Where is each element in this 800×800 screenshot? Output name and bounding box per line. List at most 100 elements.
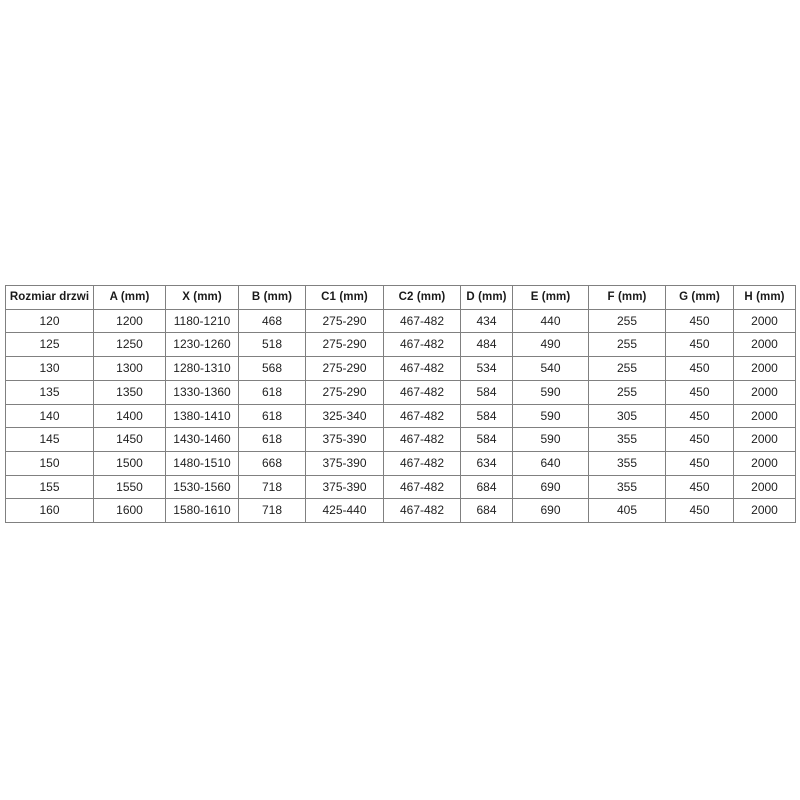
cell-a: 1450 xyxy=(93,427,166,452)
cell-d: 584 xyxy=(460,403,513,429)
table-header: Rozmiar drzwi A (mm) X (mm) B (mm) C1 (m… xyxy=(5,285,796,310)
cell-size: 125 xyxy=(5,332,94,358)
cell-x: 1580-1610 xyxy=(165,498,239,524)
cell-x: 1480-1510 xyxy=(165,450,239,476)
table-row: 150 1500 1480-1510 668 375-390 467-482 6… xyxy=(5,450,796,476)
table-row: 135 1350 1330-1360 618 275-290 467-482 5… xyxy=(5,379,796,405)
cell-h: 2000 xyxy=(733,450,796,476)
cell-f: 255 xyxy=(588,332,666,358)
cell-c1: 325-340 xyxy=(305,403,384,429)
cell-c2: 467-482 xyxy=(383,308,461,334)
cell-b: 718 xyxy=(238,474,306,500)
cell-d: 534 xyxy=(460,356,513,381)
cell-size: 145 xyxy=(5,427,94,452)
cell-h: 2000 xyxy=(733,356,796,381)
cell-a: 1250 xyxy=(93,332,166,358)
cell-a: 1500 xyxy=(93,450,166,476)
cell-b: 618 xyxy=(238,403,306,429)
cell-c1: 375-390 xyxy=(305,450,384,476)
column-header-f: F (mm) xyxy=(588,285,666,310)
cell-size: 135 xyxy=(5,379,94,405)
cell-c1: 275-290 xyxy=(305,379,384,405)
cell-c1: 375-390 xyxy=(305,427,384,452)
cell-e: 440 xyxy=(512,308,589,334)
cell-e: 590 xyxy=(512,403,589,429)
cell-c2: 467-482 xyxy=(383,498,461,524)
cell-f: 355 xyxy=(588,474,666,500)
cell-x: 1280-1310 xyxy=(165,356,239,381)
cell-x: 1230-1260 xyxy=(165,332,239,358)
cell-size: 160 xyxy=(5,498,94,524)
cell-d: 434 xyxy=(460,308,513,334)
cell-h: 2000 xyxy=(733,427,796,452)
cell-c2: 467-482 xyxy=(383,403,461,429)
cell-g: 450 xyxy=(665,474,734,500)
cell-x: 1180-1210 xyxy=(165,308,239,334)
table-row: 155 1550 1530-1560 718 375-390 467-482 6… xyxy=(5,474,796,500)
cell-c1: 275-290 xyxy=(305,332,384,358)
cell-a: 1350 xyxy=(93,379,166,405)
column-header-a: A (mm) xyxy=(93,285,166,310)
cell-a: 1550 xyxy=(93,474,166,500)
column-header-c1: C1 (mm) xyxy=(305,285,384,310)
cell-f: 355 xyxy=(588,450,666,476)
cell-g: 450 xyxy=(665,427,734,452)
table-row: 160 1600 1580-1610 718 425-440 467-482 6… xyxy=(5,498,796,524)
column-header-e: E (mm) xyxy=(512,285,589,310)
cell-d: 484 xyxy=(460,332,513,358)
column-header-rozmiar-drzwi: Rozmiar drzwi xyxy=(5,285,94,310)
column-header-x: X (mm) xyxy=(165,285,239,310)
cell-e: 690 xyxy=(512,498,589,524)
cell-c1: 275-290 xyxy=(305,356,384,381)
specification-table-container: Rozmiar drzwi A (mm) X (mm) B (mm) C1 (m… xyxy=(5,285,796,524)
cell-x: 1430-1460 xyxy=(165,427,239,452)
cell-c1: 375-390 xyxy=(305,474,384,500)
column-header-c2: C2 (mm) xyxy=(383,285,461,310)
cell-c2: 467-482 xyxy=(383,427,461,452)
cell-g: 450 xyxy=(665,308,734,334)
cell-size: 130 xyxy=(5,356,94,381)
cell-h: 2000 xyxy=(733,474,796,500)
cell-f: 305 xyxy=(588,403,666,429)
cell-g: 450 xyxy=(665,379,734,405)
cell-d: 684 xyxy=(460,474,513,500)
cell-f: 255 xyxy=(588,308,666,334)
column-header-g: G (mm) xyxy=(665,285,734,310)
cell-e: 640 xyxy=(512,450,589,476)
cell-h: 2000 xyxy=(733,403,796,429)
cell-c2: 467-482 xyxy=(383,356,461,381)
cell-e: 490 xyxy=(512,332,589,358)
cell-b: 618 xyxy=(238,379,306,405)
cell-size: 155 xyxy=(5,474,94,500)
cell-c1: 425-440 xyxy=(305,498,384,524)
cell-x: 1330-1360 xyxy=(165,379,239,405)
cell-size: 150 xyxy=(5,450,94,476)
cell-h: 2000 xyxy=(733,379,796,405)
cell-f: 255 xyxy=(588,379,666,405)
cell-d: 634 xyxy=(460,450,513,476)
cell-e: 590 xyxy=(512,427,589,452)
cell-e: 590 xyxy=(512,379,589,405)
door-size-specification-table: Rozmiar drzwi A (mm) X (mm) B (mm) C1 (m… xyxy=(5,285,796,524)
cell-g: 450 xyxy=(665,450,734,476)
table-row: 140 1400 1380-1410 618 325-340 467-482 5… xyxy=(5,403,796,429)
table-body: 120 1200 1180-1210 468 275-290 467-482 4… xyxy=(5,308,796,524)
cell-b: 468 xyxy=(238,308,306,334)
cell-b: 668 xyxy=(238,450,306,476)
cell-g: 450 xyxy=(665,403,734,429)
cell-b: 568 xyxy=(238,356,306,381)
cell-f: 405 xyxy=(588,498,666,524)
cell-b: 518 xyxy=(238,332,306,358)
cell-g: 450 xyxy=(665,332,734,358)
cell-b: 618 xyxy=(238,427,306,452)
cell-d: 584 xyxy=(460,427,513,452)
cell-e: 540 xyxy=(512,356,589,381)
table-header-row: Rozmiar drzwi A (mm) X (mm) B (mm) C1 (m… xyxy=(5,285,796,310)
cell-a: 1600 xyxy=(93,498,166,524)
column-header-d: D (mm) xyxy=(460,285,513,310)
cell-h: 2000 xyxy=(733,498,796,524)
cell-a: 1200 xyxy=(93,308,166,334)
cell-size: 140 xyxy=(5,403,94,429)
cell-x: 1380-1410 xyxy=(165,403,239,429)
cell-c2: 467-482 xyxy=(383,379,461,405)
